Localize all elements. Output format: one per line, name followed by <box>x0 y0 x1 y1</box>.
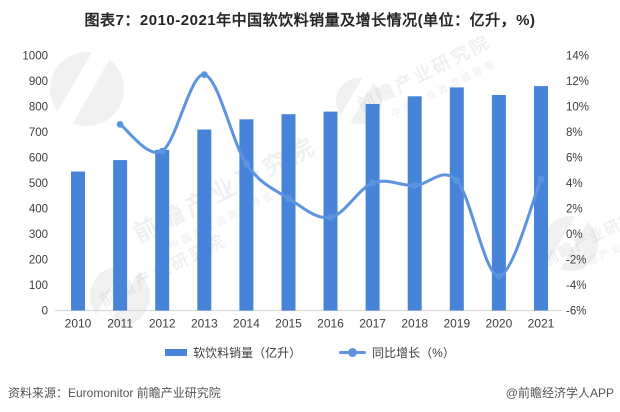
growth-point-2020 <box>495 272 503 280</box>
y-right-tick-label: 14% <box>566 51 589 63</box>
bar-2014 <box>239 119 254 311</box>
growth-point-2018 <box>411 182 419 189</box>
y-right-tick-label: -2% <box>566 255 586 267</box>
bar-2015 <box>281 114 296 311</box>
bar-2012 <box>155 149 170 311</box>
x-tick-label: 2021 <box>528 317 555 331</box>
growth-point-2011 <box>116 121 124 128</box>
growth-point-2021 <box>537 175 545 183</box>
y-left-tick-label: 400 <box>29 204 48 216</box>
bar-2013 <box>197 129 212 311</box>
bar-2011 <box>113 160 128 311</box>
bar-2019 <box>449 87 464 311</box>
growth-point-2013 <box>200 71 208 78</box>
legend: 软饮料销量（亿升） 同比增长（%） <box>0 344 620 361</box>
growth-point-2016 <box>327 214 334 221</box>
y-left-tick-label: 600 <box>29 153 48 165</box>
legend-growth-label: 同比增长（%） <box>372 346 455 360</box>
bar-2020 <box>491 95 506 311</box>
x-tick-label: 2011 <box>107 317 133 331</box>
y-left-tick-label: 1000 <box>22 51 48 63</box>
x-tick-label: 2014 <box>233 317 260 331</box>
y-left-tick-label: 700 <box>29 127 48 139</box>
growth-point-2014 <box>243 160 250 168</box>
y-right-tick-label: 8% <box>566 127 583 139</box>
y-left-tick-label: 500 <box>29 178 48 190</box>
y-right-tick-label: 10% <box>566 102 589 114</box>
x-tick-label: 2013 <box>191 317 218 331</box>
y-left-tick-label: 900 <box>29 76 48 88</box>
x-tick-label: 2020 <box>486 317 513 331</box>
line-swatch-icon <box>339 348 367 357</box>
x-tick-label: 2012 <box>149 317 176 331</box>
x-tick-label: 2016 <box>317 317 344 331</box>
line-swatch-dot-icon <box>348 348 358 357</box>
y-left-tick-label: 800 <box>29 102 48 114</box>
y-right-tick-label: 6% <box>566 153 583 165</box>
growth-point-2019 <box>453 177 461 184</box>
x-tick-label: 2017 <box>359 317 386 331</box>
footer: 资料来源：Euromonitor 前瞻产业研究院 @前瞻经济学人APP <box>8 384 614 401</box>
y-right-tick-label: -4% <box>566 280 586 292</box>
x-tick-label: 2015 <box>275 317 302 331</box>
source-text: 资料来源：Euromonitor 前瞻产业研究院 <box>8 386 221 400</box>
y-right-tick-label: 4% <box>566 178 583 190</box>
y-right-tick-label: 0% <box>566 229 583 241</box>
bar-2010 <box>71 171 85 311</box>
legend-item-sales: 软饮料销量（亿升） <box>165 344 301 361</box>
y-left-tick-label: 0 <box>42 306 48 318</box>
y-right-tick-label: -6% <box>566 306 586 318</box>
y-right-tick-label: 2% <box>566 204 583 216</box>
chart-title: 图表7：2010-2021年中国软饮料销量及增长情况(单位：亿升，%) <box>84 12 536 29</box>
bar-2016 <box>323 111 338 311</box>
bar-2021 <box>534 86 548 311</box>
x-tick-label: 2010 <box>65 317 92 331</box>
bar-2018 <box>407 96 422 311</box>
y-left-tick-label: 200 <box>29 255 48 267</box>
y-left-tick-label: 300 <box>29 229 48 241</box>
x-tick-label: 2019 <box>443 317 470 331</box>
growth-point-2017 <box>369 179 376 187</box>
bar-swatch-icon <box>165 349 188 356</box>
credit-text: @前瞻经济学人APP <box>505 386 614 400</box>
legend-item-growth: 同比增长（%） <box>339 344 455 361</box>
growth-point-2015 <box>285 194 292 202</box>
y-left-tick-label: 100 <box>29 280 48 292</box>
y-right-tick-label: 12% <box>566 76 589 88</box>
bar-2017 <box>365 104 380 311</box>
chart-svg: 0 100 200 300 400 500 600 700 800 900 1000 -6% -4% -2… <box>22 51 589 331</box>
growth-point-2012 <box>158 147 166 155</box>
x-tick-label: 2018 <box>401 317 428 331</box>
legend-sales-label: 软饮料销量（亿升） <box>193 346 302 360</box>
